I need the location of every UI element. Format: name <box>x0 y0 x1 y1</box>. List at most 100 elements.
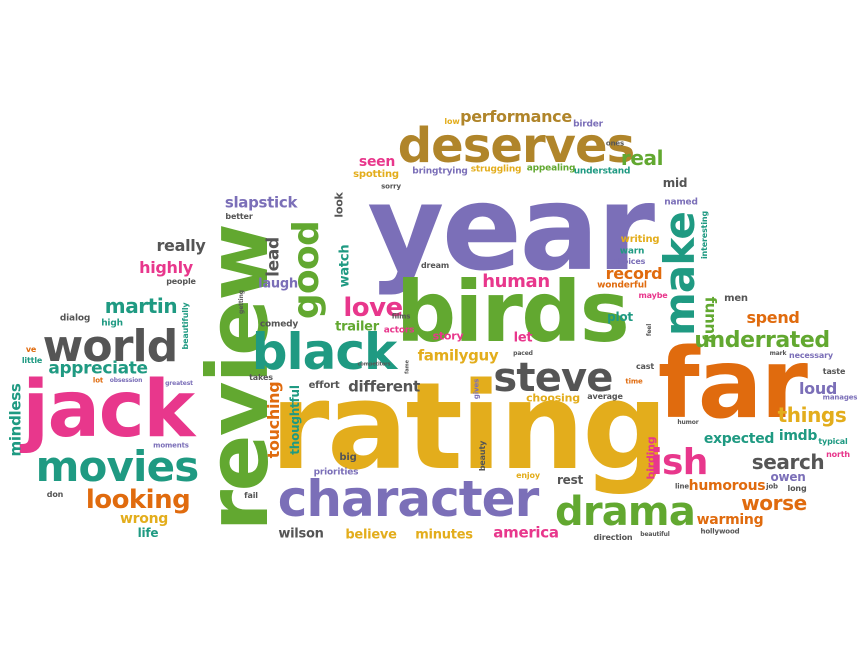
word: imdb <box>778 428 818 444</box>
word: touching <box>264 381 283 459</box>
word: feel <box>646 323 653 337</box>
word: worse <box>741 491 807 515</box>
word: birding <box>644 436 658 480</box>
word: humorous <box>688 478 766 494</box>
word: let <box>513 330 533 346</box>
word: maybe <box>638 291 668 300</box>
word: thoughtful <box>288 385 302 455</box>
word: far <box>657 328 808 440</box>
word: watch <box>337 244 353 288</box>
word: movies <box>35 442 200 491</box>
word: character <box>277 470 539 528</box>
word: highly <box>139 258 193 277</box>
word: good <box>286 220 327 320</box>
word: familyguy <box>417 346 499 365</box>
word: jack <box>22 365 195 455</box>
word: named <box>664 197 698 208</box>
word: sorry <box>381 182 401 191</box>
word: fame <box>404 360 411 374</box>
word: lot <box>92 376 104 385</box>
word: people <box>166 277 196 286</box>
word: understand <box>573 166 631 177</box>
word: loud <box>798 379 838 398</box>
word: year <box>367 159 655 297</box>
word: takes <box>249 373 273 382</box>
word: beauty <box>478 440 487 472</box>
word: greatest <box>165 380 193 387</box>
word: little <box>21 356 43 365</box>
word: steve <box>493 355 613 401</box>
word: choosing <box>526 391 580 405</box>
word: wonderful <box>597 280 647 291</box>
word: story <box>432 329 464 343</box>
word: comedy <box>259 319 299 330</box>
word: direction <box>593 533 633 542</box>
word: really <box>156 236 206 255</box>
word: appreciate <box>48 358 148 379</box>
word: job <box>766 482 778 491</box>
word: america <box>493 523 559 542</box>
word: bringtrying <box>412 166 468 177</box>
word: moments <box>153 441 189 450</box>
word: warn <box>619 246 645 257</box>
word: wrong <box>119 511 169 527</box>
word: look <box>332 192 346 218</box>
word: taste <box>822 367 846 376</box>
word: high <box>101 318 123 329</box>
word: laugh <box>258 276 298 292</box>
word: ve <box>25 345 37 354</box>
word: enjoy <box>516 471 540 480</box>
word: things <box>777 403 847 427</box>
word: struggling <box>470 164 522 175</box>
word: beautifully <box>181 302 190 350</box>
word: time <box>625 377 643 386</box>
word: north <box>826 450 850 459</box>
word: search <box>751 450 825 474</box>
word: underrated <box>694 328 830 353</box>
word: funny <box>701 296 720 344</box>
word: warming <box>696 512 764 528</box>
word: choices <box>612 257 646 266</box>
word: expected <box>703 431 775 447</box>
word: birder <box>573 119 603 130</box>
word: humor <box>677 419 699 426</box>
word: love <box>343 293 403 323</box>
word: life <box>137 526 159 540</box>
word: hollywood <box>700 527 740 536</box>
word: spend <box>746 308 800 327</box>
word: long <box>787 484 807 493</box>
word: deserves <box>397 118 635 174</box>
word: writing <box>620 234 660 245</box>
word: martin <box>104 294 178 318</box>
word: don <box>46 490 64 499</box>
word: fail <box>244 491 258 500</box>
word: line <box>675 482 689 491</box>
word: necessary <box>789 351 833 360</box>
word: real <box>620 146 664 170</box>
word: low <box>444 117 460 126</box>
word: rest <box>557 473 583 487</box>
word: record <box>605 264 663 283</box>
word: seen <box>358 154 396 170</box>
word: owen <box>770 470 806 484</box>
word: obsession <box>109 377 143 384</box>
word: believe <box>345 527 397 543</box>
word: performance <box>460 107 572 126</box>
word: films <box>391 312 411 321</box>
word: black <box>251 323 398 381</box>
word: trailer <box>335 319 379 335</box>
word: rating <box>270 358 668 497</box>
word: gives <box>472 378 481 400</box>
word: interesting <box>700 210 709 260</box>
word: world <box>42 321 179 372</box>
word: ones <box>605 139 625 148</box>
word: different <box>348 377 420 396</box>
word: priorities <box>313 467 359 478</box>
word: men <box>724 293 748 304</box>
word: mindless <box>6 383 25 457</box>
word: beautiful <box>640 531 670 538</box>
word: typical <box>818 437 848 446</box>
word: dialog <box>59 313 91 324</box>
word: spotting <box>353 169 399 180</box>
word: mark <box>769 350 787 357</box>
